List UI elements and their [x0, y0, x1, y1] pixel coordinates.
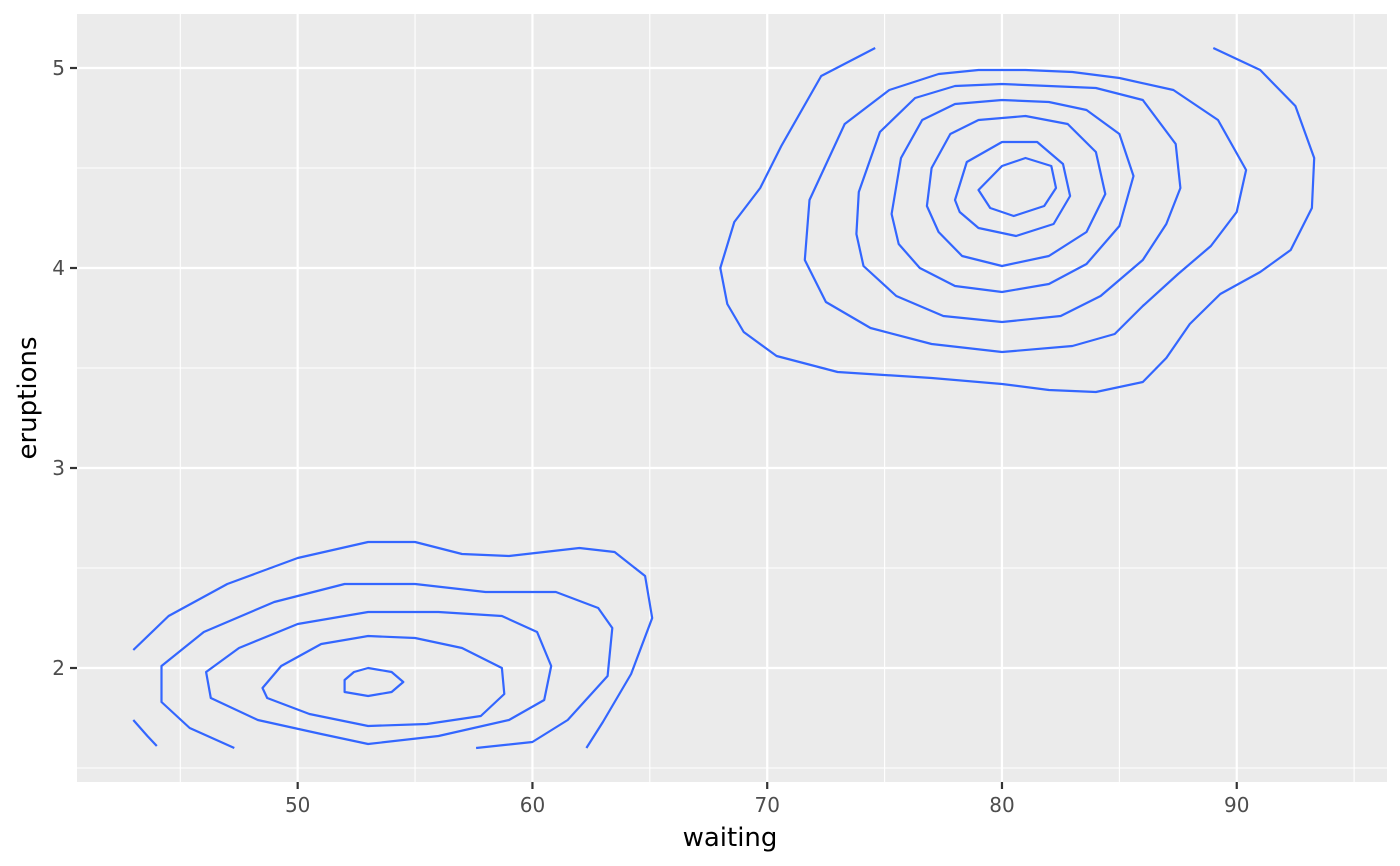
contour-line-8 [132, 540, 654, 749]
contour-line-1 [719, 47, 1316, 394]
contour-line-7 [977, 156, 1058, 218]
x-tick-label: 60 [520, 793, 545, 817]
x-axis-ticks: 50 60 70 80 90 [285, 782, 1249, 817]
x-tick-label: 50 [285, 793, 310, 817]
y-tick-label: 4 [52, 256, 65, 280]
contour-line-10 [160, 582, 614, 750]
y-tick-label: 3 [52, 456, 65, 480]
contour-line-6 [953, 140, 1072, 238]
contour-line-13 [343, 666, 405, 698]
density-contours [132, 47, 1316, 750]
x-axis-title: waiting [683, 823, 778, 853]
contour-line-12 [261, 634, 506, 728]
y-tick-label: 5 [52, 56, 65, 80]
y-axis-ticks: 2 3 4 5 [52, 56, 77, 680]
x-tick-label: 90 [1224, 793, 1249, 817]
contour-line-9 [132, 719, 158, 747]
contour-line-2 [803, 68, 1248, 354]
contour-line-11 [205, 610, 553, 746]
grid-major [77, 14, 1387, 782]
x-tick-label: 70 [754, 793, 779, 817]
x-tick-label: 80 [989, 793, 1014, 817]
y-axis-title: eruptions [13, 336, 43, 459]
plot-panel [77, 14, 1387, 782]
grid-minor [77, 14, 1387, 782]
contour-line-3 [855, 82, 1182, 324]
contour-line-4 [890, 98, 1135, 294]
y-tick-label: 2 [52, 656, 65, 680]
contour-line-5 [925, 114, 1107, 268]
